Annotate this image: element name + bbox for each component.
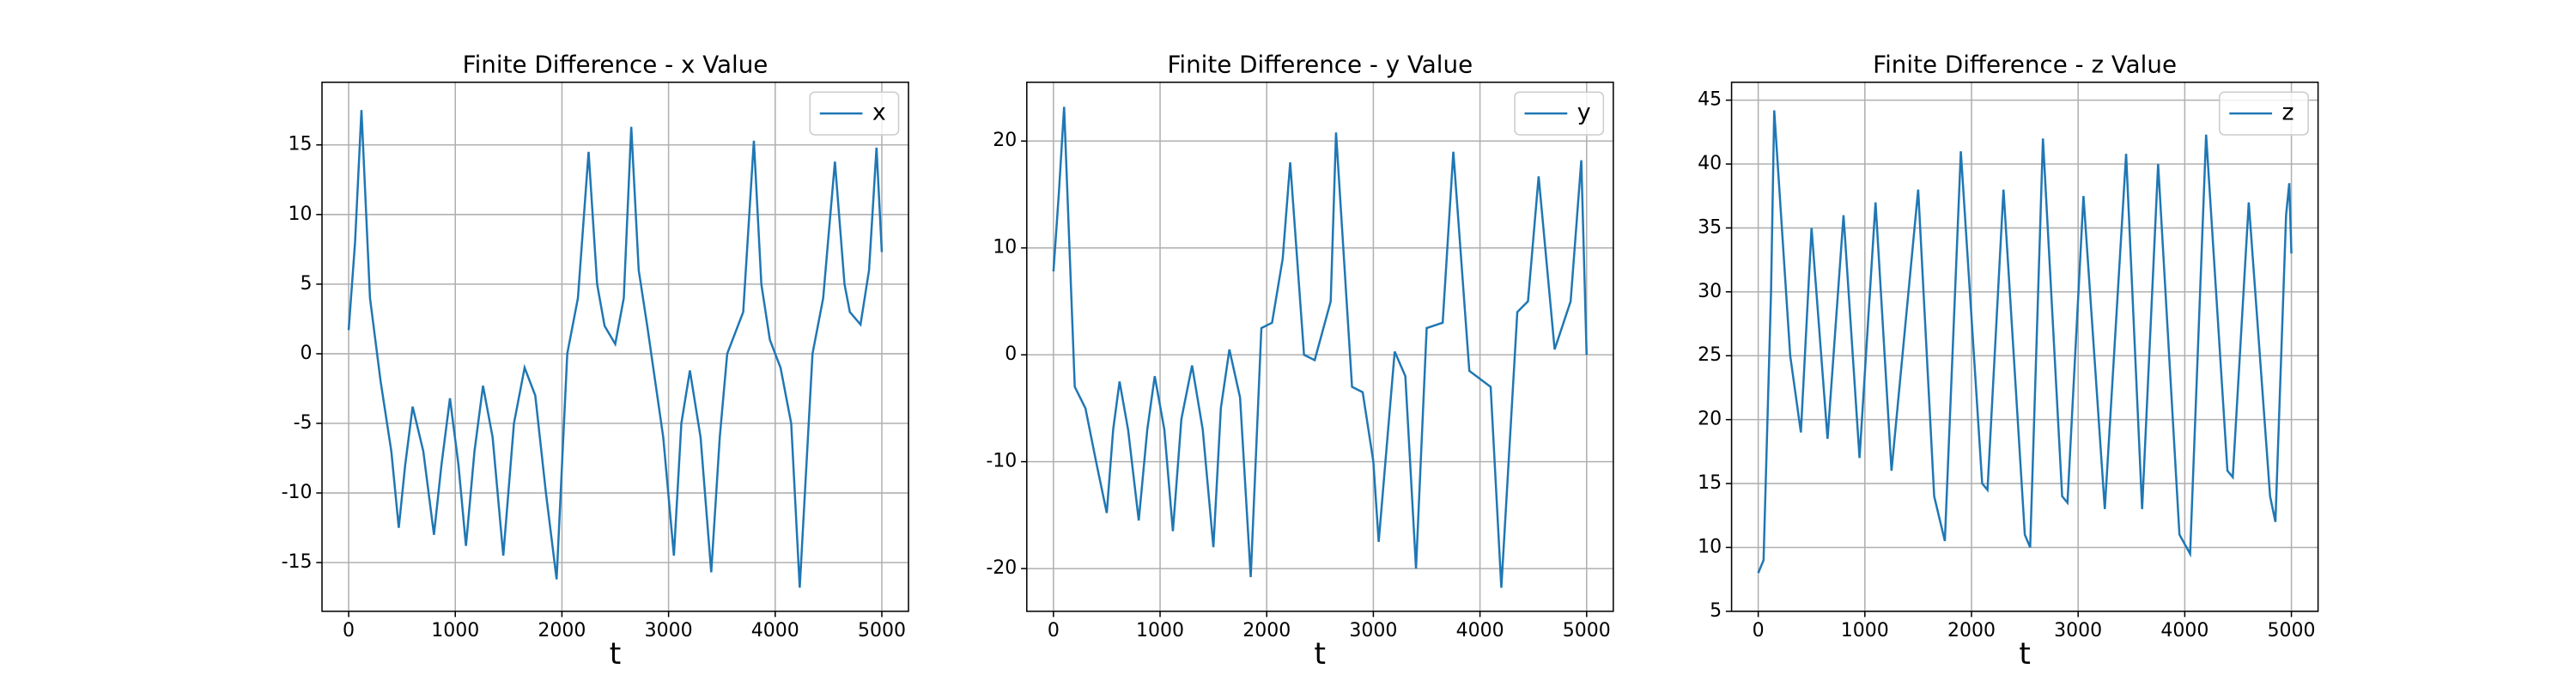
legend-label: x [872, 100, 886, 126]
x-tick-label: 2000 [1242, 620, 1291, 641]
legend-label: z [2282, 100, 2294, 126]
plot-frame [1026, 82, 1614, 612]
y-tick-label: 25 [1698, 344, 1722, 366]
x-tick-label: 4000 [1456, 620, 1504, 641]
y-tick-label: 15 [1698, 472, 1722, 494]
y-tick-label: 5 [1710, 600, 1722, 622]
y-tick-label: 5 [301, 273, 313, 295]
x-tick-label: 2000 [1947, 620, 1996, 641]
chart-panel: 0 1000 2000 3000 4000 5000 -15 -10 -5 0 5 10 15 Finit… [282, 51, 909, 672]
x-axis-label: t [610, 637, 622, 672]
chart-title: Finite Difference - z Value [1873, 51, 2177, 79]
y-tick-label: 15 [289, 134, 313, 155]
plot-frame [1730, 82, 2319, 612]
chart-title: Finite Difference - y Value [1167, 51, 1473, 79]
plot-frame [321, 82, 909, 612]
y-tick-label: 35 [1698, 216, 1722, 238]
y-tick-label: 10 [289, 204, 313, 225]
data-line [1052, 106, 1589, 588]
y-tick-label: 0 [301, 343, 313, 364]
x-tick-label: 1000 [1841, 620, 1889, 641]
x-tick-label: 5000 [858, 620, 906, 641]
x-axis-label: t [2019, 637, 2031, 672]
y-tick-label: 10 [1698, 536, 1722, 557]
x-tick-label: 0 [343, 620, 355, 641]
y-tick-label: 0 [1005, 344, 1017, 365]
y-tick-label: 40 [1698, 153, 1722, 174]
x-tick-label: 0 [1753, 620, 1765, 641]
chart-panel: 0 1000 2000 3000 4000 5000 -20 -10 0 10 20 Finite D… [986, 51, 1614, 672]
x-tick-label: 5000 [2268, 620, 2316, 641]
x-tick-label: 2000 [538, 620, 586, 641]
x-tick-label: 3000 [645, 620, 693, 641]
legend-label: y [1577, 100, 1591, 126]
x-tick-label: 0 [1048, 620, 1060, 641]
y-tick-label: -5 [294, 412, 313, 434]
y-tick-label: 20 [993, 130, 1017, 151]
x-tick-label: 4000 [751, 620, 799, 641]
data-line [347, 110, 884, 588]
y-tick-label: -20 [986, 557, 1017, 579]
x-tick-label: 1000 [431, 620, 479, 641]
x-tick-label: 3000 [2054, 620, 2102, 641]
x-tick-label: 3000 [1349, 620, 1397, 641]
x-tick-label: 5000 [1563, 620, 1611, 641]
y-tick-label: 30 [1698, 281, 1722, 302]
x-axis-label: t [1315, 637, 1327, 672]
chart-panel: 0 1000 2000 3000 4000 5000 5 10 15 20 25 30 35 40 45 Fi… [1698, 51, 2319, 672]
data-line [1757, 110, 2293, 574]
y-tick-label: 45 [1698, 89, 1722, 111]
y-tick-label: 10 [993, 237, 1017, 258]
y-tick-label: 20 [1698, 409, 1722, 430]
x-tick-label: 4000 [2160, 620, 2208, 641]
y-tick-label: -10 [282, 482, 313, 503]
x-tick-label: 1000 [1136, 620, 1184, 641]
y-tick-label: -10 [986, 451, 1017, 472]
chart-title: Finite Difference - x Value [463, 51, 769, 79]
y-tick-label: -15 [282, 551, 313, 573]
